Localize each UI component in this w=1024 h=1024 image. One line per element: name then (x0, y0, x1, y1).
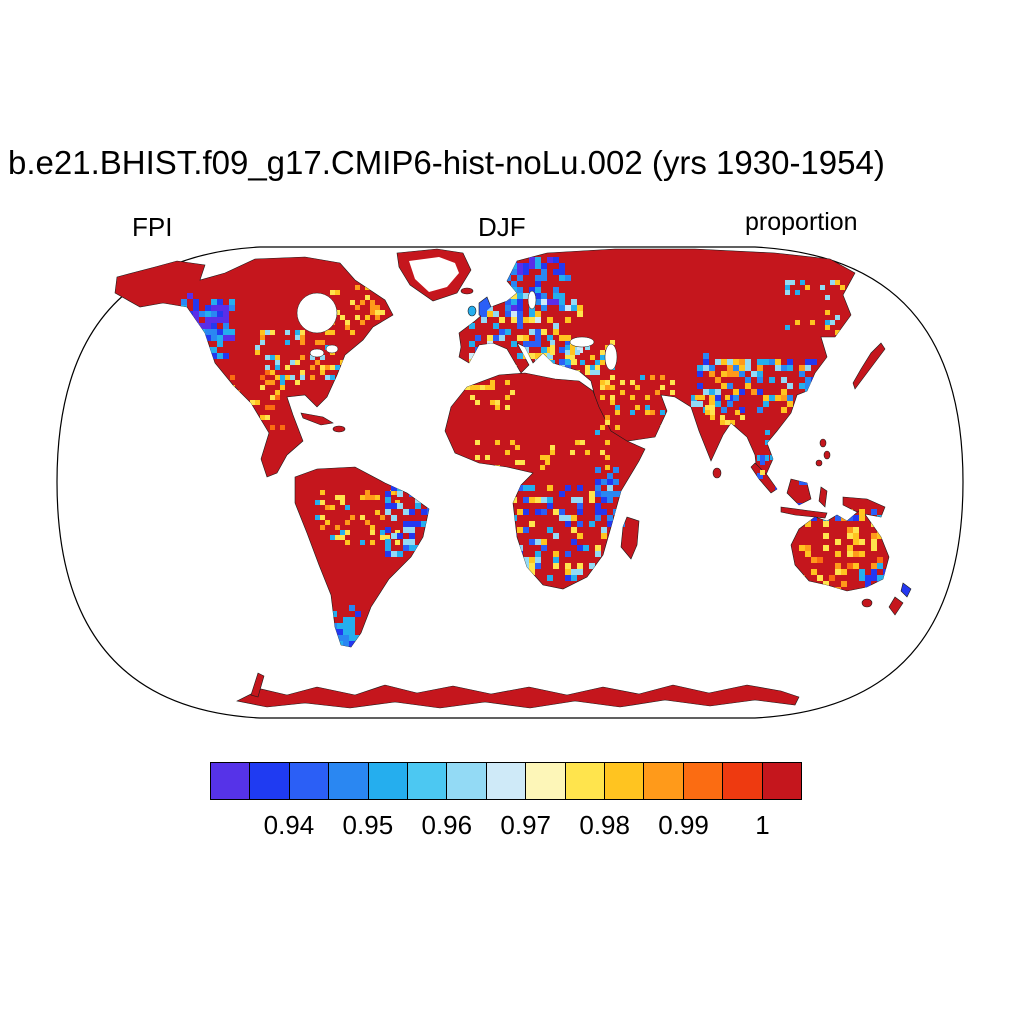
colorbar-cell (762, 763, 802, 799)
landmass-japan (852, 342, 886, 390)
landmass-antarctica (236, 684, 800, 709)
great-lake-1 (309, 348, 325, 358)
colorbar-tick-label: 0.94 (263, 810, 315, 840)
landmass-philippines-3 (815, 459, 823, 467)
landmass-new-zealand-south (888, 596, 904, 616)
landmass-new-zealand-north (900, 582, 912, 598)
colorbar-cell (644, 763, 684, 799)
baltic-sea (527, 290, 537, 310)
colorbar-cell (368, 763, 409, 799)
colorbar-tick-label: 0.96 (421, 810, 473, 840)
colorbar-tick-label: 0.99 (658, 810, 709, 840)
colorbar-cell (605, 763, 645, 799)
great-lake-2 (325, 344, 339, 354)
colorbar-tick-label: 1 (755, 810, 770, 840)
landmass-tasmania (861, 598, 873, 608)
colorbar-cell (723, 763, 763, 799)
landmass-ireland (467, 305, 477, 317)
colorbar (210, 762, 802, 800)
world-map-svg (56, 246, 964, 719)
colorbar-cell (447, 763, 487, 799)
colorbar-tick-label: 0.98 (579, 810, 630, 840)
landmass-antarctic-peninsula (250, 672, 265, 698)
colorbar-cell (565, 763, 606, 799)
landmass-south-america (294, 466, 430, 648)
colorbar-ticks: 0.94 0.95 0.96 0.97 0.98 0.99 1 (210, 810, 802, 844)
inland-water (296, 290, 618, 371)
variable-label: FPI (132, 212, 173, 242)
landmass-java (780, 506, 828, 519)
season-label: DJF (478, 212, 526, 242)
colorbar-cell (329, 763, 369, 799)
colorbar-cell (526, 763, 566, 799)
landmass-sumatra (750, 462, 778, 494)
colorbar-tick-label: 0.97 (500, 810, 552, 840)
colorbar-cell (408, 763, 448, 799)
colorbar-cell (683, 763, 724, 799)
landmass-philippines-2 (823, 450, 831, 460)
world-map (55, 245, 965, 720)
colorbar-tick-label: 0.95 (342, 810, 394, 840)
greenland-ice-interior (409, 257, 459, 292)
landmass-cuba (300, 412, 334, 426)
colorbar-cell (289, 763, 330, 799)
landmass-sulawesi (818, 486, 828, 508)
colorbar-cell (250, 763, 290, 799)
landmass-philippines-1 (819, 438, 827, 448)
units-label: proportion (745, 208, 858, 236)
hudson-bay (296, 292, 338, 334)
black-sea (569, 336, 595, 348)
caspian-sea (604, 343, 618, 371)
colorbar-cell (211, 763, 251, 799)
colorbar-cell (486, 763, 527, 799)
landmass-sri-lanka (712, 467, 722, 479)
landmass-hispaniola (332, 425, 346, 433)
plot-title: b.e21.BHIST.f09_g17.CMIP6-hist-noLu.002 … (8, 144, 885, 181)
landmass-iceland (460, 287, 474, 295)
